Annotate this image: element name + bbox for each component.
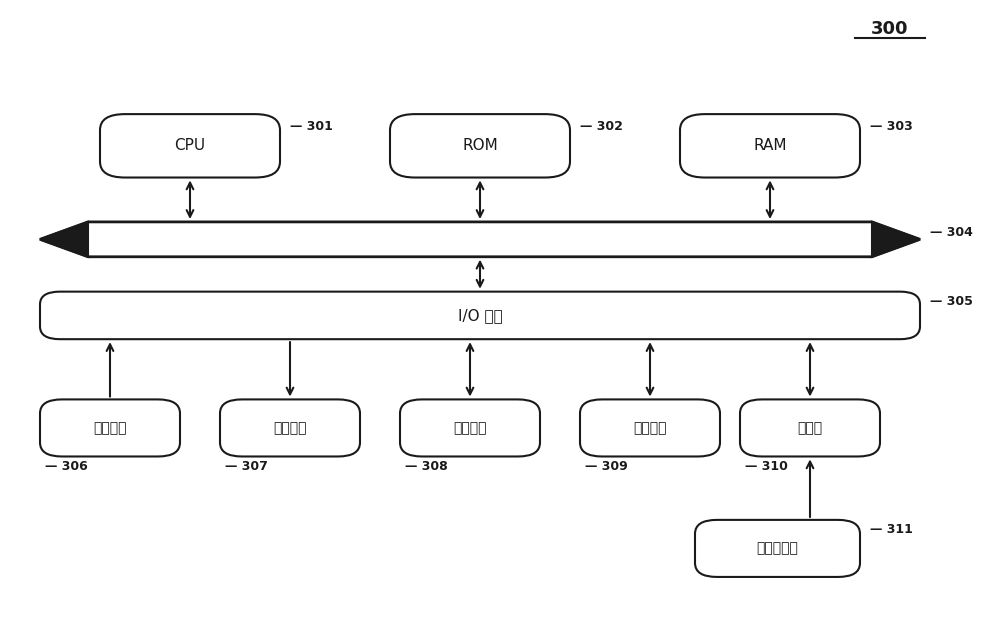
Text: 可拆卸介质: 可拆卸介质: [757, 541, 798, 555]
Text: 存储部分: 存储部分: [453, 421, 487, 435]
FancyBboxPatch shape: [400, 399, 540, 456]
Text: — 309: — 309: [585, 460, 628, 473]
Text: — 310: — 310: [745, 460, 788, 473]
Text: — 307: — 307: [225, 460, 268, 473]
Text: — 304: — 304: [930, 226, 973, 240]
Text: I/O 接口: I/O 接口: [458, 308, 502, 323]
FancyBboxPatch shape: [740, 399, 880, 456]
FancyBboxPatch shape: [390, 114, 570, 178]
Polygon shape: [40, 222, 88, 257]
FancyBboxPatch shape: [580, 399, 720, 456]
Text: 驱动器: 驱动器: [797, 421, 823, 435]
Text: CPU: CPU: [174, 138, 206, 153]
FancyBboxPatch shape: [220, 399, 360, 456]
Text: — 311: — 311: [870, 523, 913, 536]
FancyBboxPatch shape: [680, 114, 860, 178]
Text: — 305: — 305: [930, 295, 973, 308]
Text: 300: 300: [871, 20, 909, 37]
FancyBboxPatch shape: [100, 114, 280, 178]
FancyBboxPatch shape: [695, 520, 860, 577]
Text: — 301: — 301: [290, 120, 333, 134]
Text: 输出部分: 输出部分: [273, 421, 307, 435]
Polygon shape: [872, 222, 920, 257]
Text: 通信部分: 通信部分: [633, 421, 667, 435]
Text: — 306: — 306: [45, 460, 88, 473]
Text: — 303: — 303: [870, 120, 913, 134]
FancyBboxPatch shape: [40, 292, 920, 339]
Polygon shape: [40, 222, 920, 257]
Text: — 308: — 308: [405, 460, 448, 473]
Text: 输入部分: 输入部分: [93, 421, 127, 435]
Text: ROM: ROM: [462, 138, 498, 153]
Text: — 302: — 302: [580, 120, 623, 134]
Text: RAM: RAM: [753, 138, 787, 153]
FancyBboxPatch shape: [40, 399, 180, 456]
